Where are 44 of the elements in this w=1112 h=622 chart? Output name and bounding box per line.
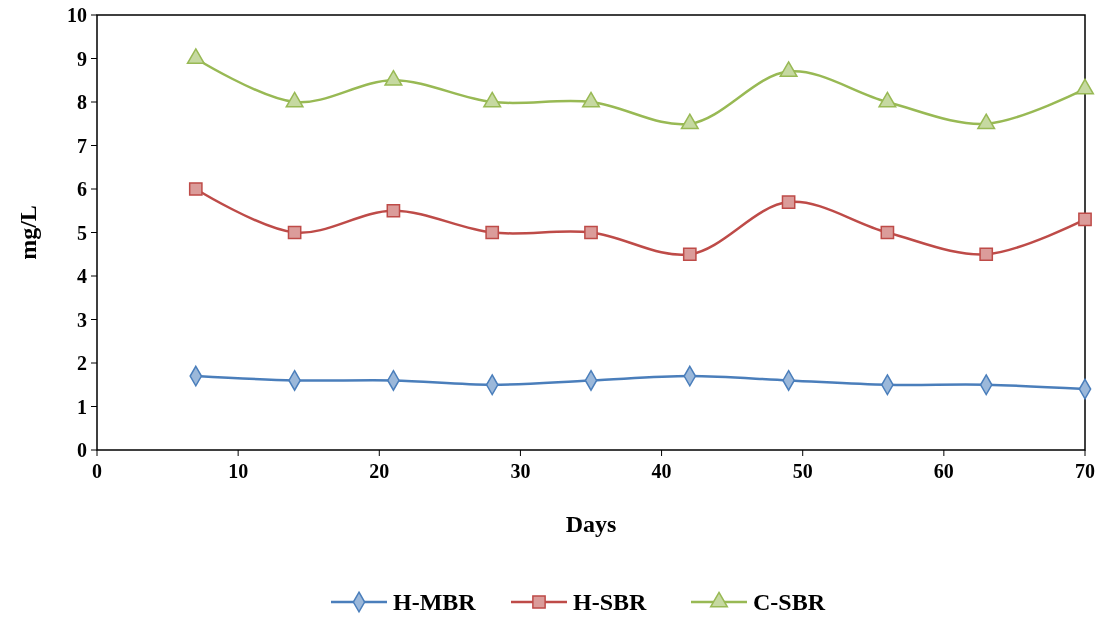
point [979, 247, 994, 262]
y-tick-label: 4 [77, 265, 87, 287]
legend-label: H-SBR [573, 589, 648, 616]
x-tick-label: 30 [510, 460, 531, 482]
x-tick-label: 0 [92, 460, 102, 482]
point [781, 195, 796, 209]
point [779, 61, 798, 78]
y-tick-label: 8 [77, 91, 87, 113]
point [1075, 78, 1095, 95]
point [188, 182, 203, 196]
y-tick-label: 5 [77, 221, 87, 244]
point [287, 225, 302, 240]
y-tick-label: 6 [77, 178, 87, 200]
point [581, 91, 601, 108]
x-tick-label: 20 [369, 460, 390, 482]
point [977, 113, 996, 130]
x-tick-label: 50 [792, 460, 813, 482]
x-axis-title: Days [565, 511, 617, 537]
point [186, 48, 205, 65]
point [584, 225, 598, 240]
y-tick-label: 9 [77, 47, 87, 70]
point [485, 225, 500, 240]
x-tick-label: 10 [228, 460, 249, 482]
point [384, 69, 403, 86]
y-tick-label: 0 [77, 439, 87, 461]
legend-label: C-SBR [753, 589, 826, 616]
point [483, 91, 502, 108]
y-tick-label: 10 [67, 4, 87, 26]
point [285, 91, 304, 108]
point [1078, 212, 1092, 227]
y-axis-title: mg/L [15, 205, 41, 260]
y-tick-label: 3 [77, 308, 87, 331]
x-tick-label: 70 [1075, 460, 1095, 482]
point [682, 247, 697, 262]
legend-label: H-MBR [393, 589, 477, 616]
y-tick-label: 1 [77, 395, 87, 418]
point [878, 91, 897, 108]
x-tick-label: 60 [933, 460, 954, 482]
point [880, 225, 895, 240]
y-tick-label: 2 [77, 352, 87, 374]
point [386, 203, 401, 218]
point [680, 113, 699, 130]
y-tick-label: 7 [77, 134, 87, 157]
x-tick-label: 40 [651, 460, 672, 482]
